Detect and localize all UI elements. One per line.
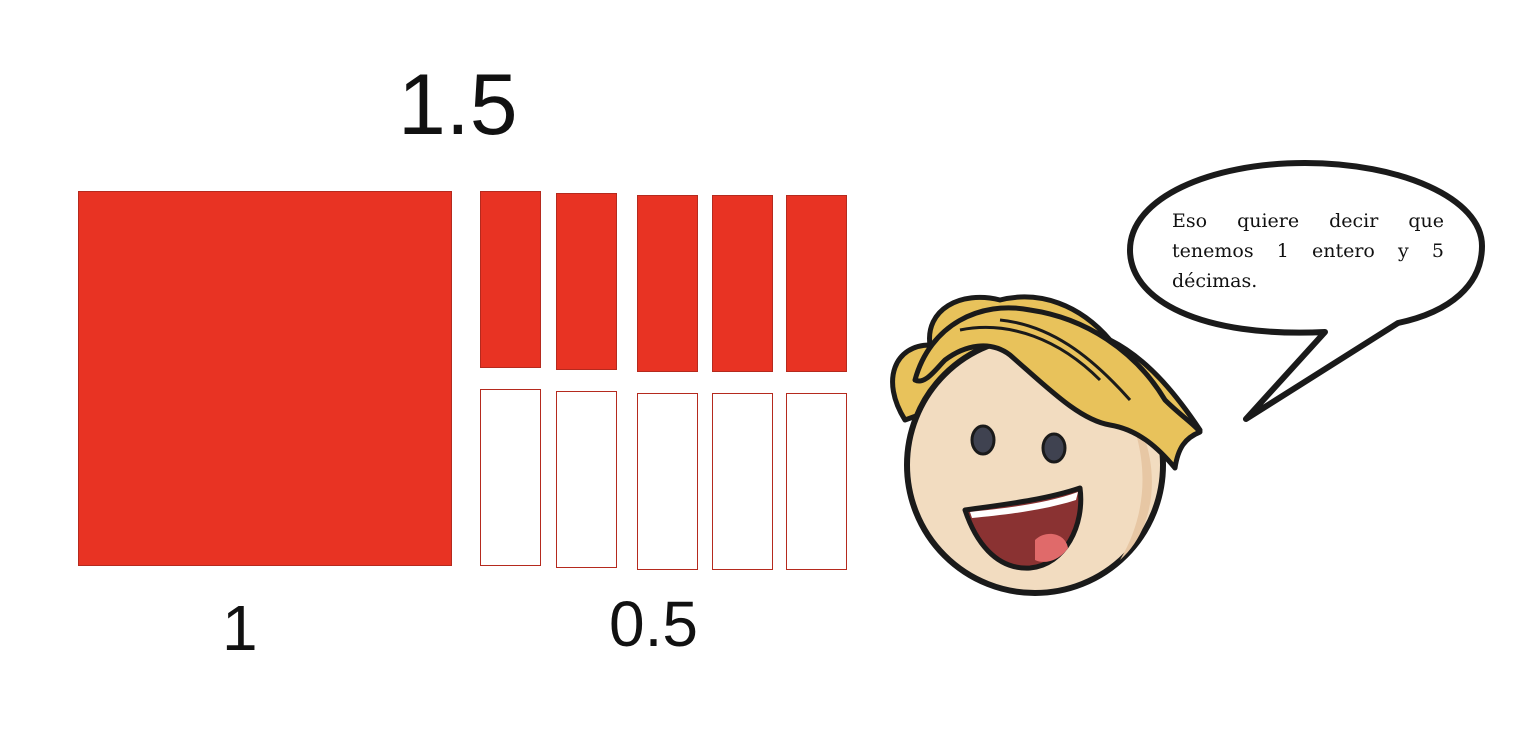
filled-tenth-block <box>556 193 617 370</box>
total-number-label: 1.5 <box>398 57 518 153</box>
whole-number-label: 1 <box>222 592 258 664</box>
empty-tenth-block <box>480 389 541 566</box>
empty-tenth-block <box>786 393 847 570</box>
empty-tenth-block <box>712 393 773 570</box>
filled-tenth-block <box>786 195 847 372</box>
speech-bubble <box>1127 160 1485 422</box>
filled-tenth-block <box>637 195 698 372</box>
speech-bubble-text: Eso quiere decir que tenemos 1 entero y … <box>1172 210 1444 292</box>
smiling-boy-icon <box>890 294 1203 596</box>
empty-tenth-block <box>637 393 698 570</box>
whole-unit-square <box>78 191 452 566</box>
empty-tenth-block <box>556 391 617 568</box>
filled-tenth-block <box>712 195 773 372</box>
decimal-number-label: 0.5 <box>609 588 698 660</box>
filled-tenth-block <box>480 191 541 368</box>
